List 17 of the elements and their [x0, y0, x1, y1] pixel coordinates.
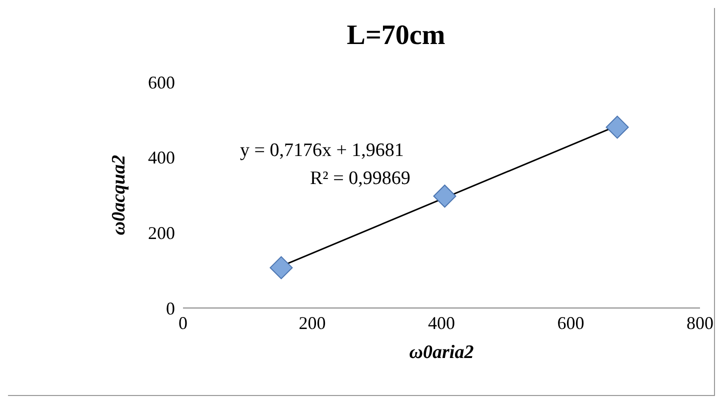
y-tick-label: 600 [148, 72, 175, 92]
x-tick-label: 400 [428, 312, 455, 333]
annotation: R² = 0,99869 [310, 168, 410, 190]
point [606, 116, 629, 139]
x-tick-label: 200 [298, 312, 326, 333]
x-axis-title: ω0aria2 [409, 342, 474, 363]
x-tick-label: 0 [178, 312, 188, 333]
y-axis-title: ω0acqua2 [108, 154, 130, 236]
y-tick-label: 400 [148, 148, 175, 168]
x-tick-label: 800 [686, 312, 714, 333]
y-tick-label: 0 [166, 298, 175, 318]
y-tick-label: 200 [148, 223, 175, 244]
x-tick-label: 600 [557, 312, 584, 333]
point [433, 184, 456, 208]
chart-title: L=70cm [346, 20, 446, 52]
annotation: y = 0,7176x + 1,9681 [240, 140, 404, 162]
point [270, 256, 293, 280]
